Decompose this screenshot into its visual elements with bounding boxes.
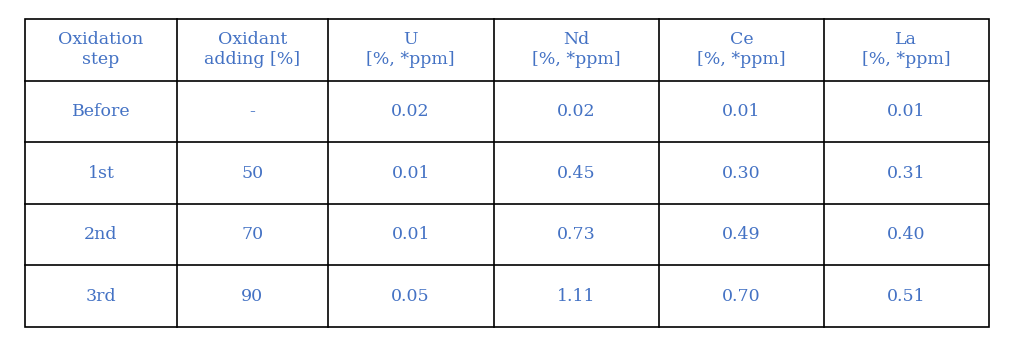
Text: 0.02: 0.02 bbox=[391, 103, 430, 120]
Text: Oxidant: Oxidant bbox=[218, 31, 287, 48]
Text: 0.45: 0.45 bbox=[557, 164, 595, 182]
Text: [%, *ppm]: [%, *ppm] bbox=[532, 51, 621, 68]
Text: 2nd: 2nd bbox=[84, 226, 118, 243]
Text: 0.31: 0.31 bbox=[887, 164, 926, 182]
Text: -: - bbox=[249, 103, 256, 120]
Text: 0.51: 0.51 bbox=[887, 288, 926, 305]
Text: 0.05: 0.05 bbox=[391, 288, 430, 305]
Text: 0.49: 0.49 bbox=[722, 226, 760, 243]
Text: 0.02: 0.02 bbox=[557, 103, 595, 120]
Text: Oxidation: Oxidation bbox=[59, 31, 144, 48]
Text: 1st: 1st bbox=[87, 164, 115, 182]
Text: Before: Before bbox=[72, 103, 130, 120]
Text: 90: 90 bbox=[241, 288, 264, 305]
Text: 0.40: 0.40 bbox=[887, 226, 926, 243]
Text: 0.70: 0.70 bbox=[722, 288, 760, 305]
Text: La: La bbox=[895, 31, 918, 48]
Text: 0.73: 0.73 bbox=[557, 226, 596, 243]
Text: [%, *ppm]: [%, *ppm] bbox=[862, 51, 950, 68]
Text: 1.11: 1.11 bbox=[557, 288, 595, 305]
Text: 70: 70 bbox=[241, 226, 264, 243]
Text: 3rd: 3rd bbox=[85, 288, 117, 305]
Text: 50: 50 bbox=[241, 164, 264, 182]
Text: U: U bbox=[404, 31, 418, 48]
Text: [%, *ppm]: [%, *ppm] bbox=[366, 51, 455, 68]
Text: 0.01: 0.01 bbox=[722, 103, 760, 120]
Text: 0.30: 0.30 bbox=[722, 164, 760, 182]
Text: Nd: Nd bbox=[563, 31, 589, 48]
Text: Ce: Ce bbox=[730, 31, 753, 48]
Bar bbox=[25, 19, 989, 327]
Text: step: step bbox=[82, 51, 120, 68]
Text: 0.01: 0.01 bbox=[887, 103, 926, 120]
Text: 0.01: 0.01 bbox=[391, 226, 430, 243]
Text: adding [%]: adding [%] bbox=[204, 51, 300, 68]
Text: 0.01: 0.01 bbox=[391, 164, 430, 182]
Text: [%, *ppm]: [%, *ppm] bbox=[698, 51, 786, 68]
